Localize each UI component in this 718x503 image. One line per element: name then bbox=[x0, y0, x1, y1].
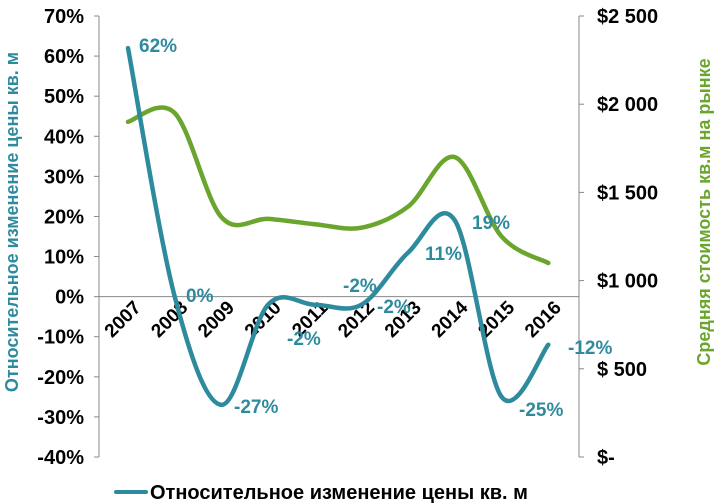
left-axis-title: Относительное изменение цены кв. м bbox=[2, 52, 22, 392]
right-axis-title: Средняя стоимость кв.м на рынке bbox=[694, 58, 714, 365]
right-tick-label: $2 000 bbox=[597, 94, 658, 116]
left-tick-label: 50% bbox=[44, 86, 84, 108]
data-label: 62% bbox=[139, 36, 177, 57]
x-tick-label: 2010 bbox=[241, 297, 286, 342]
left-tick-label: -30% bbox=[37, 407, 84, 429]
data-labels: 62%0%-27%-2%-2%-2%11%19%-25%-12% bbox=[139, 36, 612, 421]
market-price-line bbox=[125, 105, 551, 266]
x-tick-label: 2012 bbox=[334, 297, 379, 342]
left-y-axis: 70% 60% 50% 40% 30% 20% 10% 0% -10% -20% -30% -40% bbox=[37, 6, 100, 469]
left-tick-label: 10% bbox=[44, 247, 84, 269]
data-label: -2% bbox=[343, 276, 377, 297]
right-tick-label: $ 500 bbox=[597, 359, 647, 381]
right-tick-label: $1 500 bbox=[597, 182, 658, 204]
x-tick-label: 2014 bbox=[428, 297, 473, 342]
data-label: 19% bbox=[472, 213, 510, 234]
right-tick-label: $- bbox=[597, 447, 615, 469]
right-tick-label: $2 500 bbox=[597, 6, 658, 28]
x-tick-label: 2016 bbox=[521, 297, 566, 342]
data-label: -2% bbox=[287, 329, 321, 350]
series-layer bbox=[125, 45, 551, 408]
left-tick-label: 0% bbox=[55, 287, 84, 309]
x-tick-label: 2007 bbox=[101, 297, 146, 342]
data-label: 0% bbox=[186, 286, 214, 307]
right-y-axis: $2 500 $2 000 $1 500 $1 000 $ 500 $- bbox=[578, 6, 658, 469]
data-label: -2% bbox=[377, 297, 411, 318]
left-tick-label: -10% bbox=[37, 327, 84, 349]
data-label: 11% bbox=[425, 244, 462, 265]
right-tick-label: $1 000 bbox=[597, 271, 658, 293]
left-tick-label: 40% bbox=[44, 126, 84, 148]
data-label: -25% bbox=[519, 400, 563, 421]
left-tick-label: -20% bbox=[37, 367, 84, 389]
legend-label: Относительное изменение цены кв. м bbox=[150, 482, 528, 503]
legend: Относительное изменение цены кв. м bbox=[114, 482, 528, 503]
left-tick-label: -40% bbox=[37, 447, 84, 469]
left-tick-label: 70% bbox=[44, 6, 84, 28]
left-tick-label: 30% bbox=[44, 166, 84, 188]
left-tick-label: 20% bbox=[44, 206, 84, 228]
data-label: -12% bbox=[568, 338, 612, 359]
data-label: -27% bbox=[234, 397, 278, 418]
left-tick-label: 60% bbox=[44, 46, 84, 68]
price-change-line bbox=[125, 45, 551, 408]
x-axis: 2007 2008 2009 2010 2011 2012 2013 2014 2015 2016 bbox=[99, 296, 579, 342]
